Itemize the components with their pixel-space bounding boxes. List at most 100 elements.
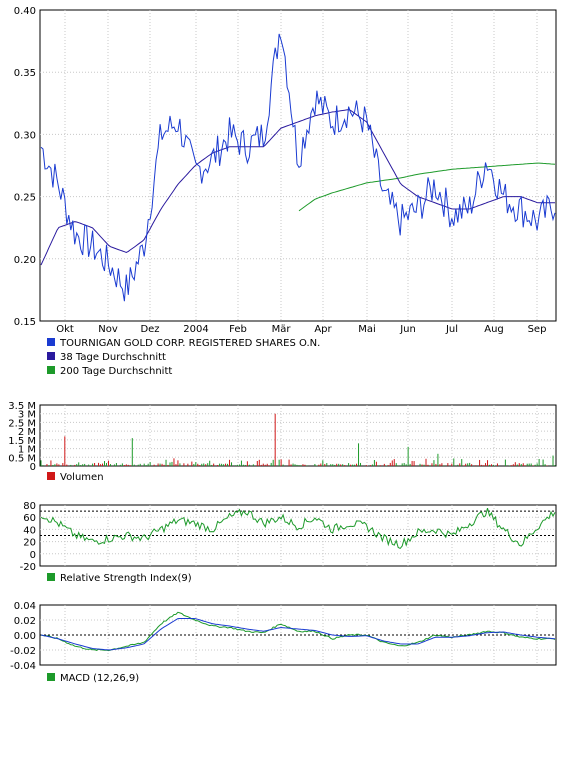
volume-bar <box>512 464 514 466</box>
volume-bar <box>92 463 94 466</box>
rsi-y-tick-label: 40 <box>23 525 36 536</box>
volume-bar <box>171 461 173 466</box>
volume-bar <box>481 464 483 466</box>
volume-bar <box>260 464 262 466</box>
volume-bar <box>538 458 540 466</box>
volume-bar <box>526 463 528 466</box>
volume-bar <box>167 464 169 466</box>
volume-bar <box>441 463 443 466</box>
x-month-label: Nov <box>98 324 118 335</box>
ma200-line <box>298 162 556 212</box>
volume-bar <box>471 464 473 466</box>
volume-bar <box>80 465 82 466</box>
volume-bar <box>391 460 393 466</box>
x-month-label: Okt <box>56 324 74 335</box>
volume-bar <box>84 463 86 466</box>
volume-bar <box>419 463 421 466</box>
legend-label: TOURNIGAN GOLD CORP. REGISTERED SHARES O… <box>59 338 320 349</box>
rsi-y-tick-label: -20 <box>20 562 36 573</box>
x-month-label: Mai <box>358 324 376 335</box>
volume-bar <box>360 462 362 466</box>
volume-bar <box>246 461 248 466</box>
volume-bar <box>169 462 171 466</box>
volume-bar <box>443 465 445 466</box>
volume-bar <box>187 463 189 466</box>
legend-label: 200 Tage Durchschnitt <box>60 366 172 377</box>
volume-bar <box>298 465 300 466</box>
volume-bar <box>375 461 377 466</box>
volume-bar <box>211 464 213 466</box>
volume-bar <box>294 464 296 466</box>
volume-bar <box>528 463 530 466</box>
volume-bar <box>463 465 465 466</box>
volume-y-tick-label: 0 <box>30 462 36 473</box>
volume-bar <box>121 463 123 466</box>
volume-bar <box>397 465 399 466</box>
volume-bar <box>496 463 498 466</box>
rsi-legend-label: Relative Strength Index(9) <box>60 573 192 584</box>
volume-bar <box>425 458 427 466</box>
price-y-tick-label: 0.20 <box>14 255 36 266</box>
volume-bar <box>552 455 554 466</box>
volume-bar <box>278 459 280 466</box>
volume-bar <box>461 459 463 466</box>
legend-swatch <box>47 673 55 681</box>
volume-bar <box>227 463 229 466</box>
volume-bar <box>205 464 207 466</box>
rsi-line <box>40 507 556 550</box>
volume-bar <box>153 464 155 466</box>
legend-swatch <box>47 573 55 581</box>
volume-bar <box>54 464 56 466</box>
volume-bar <box>240 460 242 466</box>
volume-bar <box>469 462 471 466</box>
volume-bar <box>282 464 284 466</box>
volume-bar <box>324 464 326 466</box>
volume-bar <box>145 465 147 466</box>
volume-bar <box>74 464 76 466</box>
volume-bar <box>107 460 109 466</box>
volume-bar <box>199 465 201 466</box>
volume-bar <box>409 463 411 466</box>
volume-bar <box>518 463 520 466</box>
volume-bar <box>272 459 274 466</box>
volume-bar <box>179 463 181 466</box>
macd-y-tick-label: 0.02 <box>14 616 36 627</box>
volume-bar <box>238 464 240 466</box>
volume-bar <box>371 464 373 466</box>
volume-bar <box>483 465 485 466</box>
legend-label: 38 Tage Durchschnitt <box>60 352 166 363</box>
volume-bar <box>58 464 60 466</box>
volume-bar <box>201 463 203 466</box>
volume-bar <box>105 463 107 466</box>
volume-bar <box>435 463 437 466</box>
volume-bar <box>115 463 117 466</box>
legend-swatch <box>47 338 55 346</box>
volume-bar <box>70 464 72 466</box>
volume-y-tick-label: 3.5 M <box>8 401 36 412</box>
volume-bar <box>522 463 524 466</box>
volume-bar <box>344 465 346 466</box>
rsi-y-tick-label: 80 <box>23 501 36 512</box>
volume-bar <box>175 464 177 466</box>
volume-bar <box>157 463 159 466</box>
volume-bar <box>326 463 328 466</box>
volume-bar <box>427 464 429 466</box>
volume-bar <box>411 460 413 466</box>
price-y-tick-label: 0.30 <box>14 130 36 141</box>
volume-bar <box>465 463 467 466</box>
volume-bar <box>82 464 84 466</box>
volume-bar <box>302 464 304 466</box>
volume-bar <box>350 464 352 466</box>
volume-bar <box>330 464 332 466</box>
volume-bar <box>304 464 306 466</box>
volume-bar <box>88 464 90 466</box>
volume-bar <box>320 463 322 466</box>
volume-bar <box>46 464 48 466</box>
volume-bar <box>431 463 433 466</box>
volume-bar <box>429 465 431 466</box>
volume-bar <box>407 446 409 466</box>
volume-bar <box>314 463 316 466</box>
volume-bar <box>268 465 270 466</box>
volume-bar <box>383 463 385 466</box>
